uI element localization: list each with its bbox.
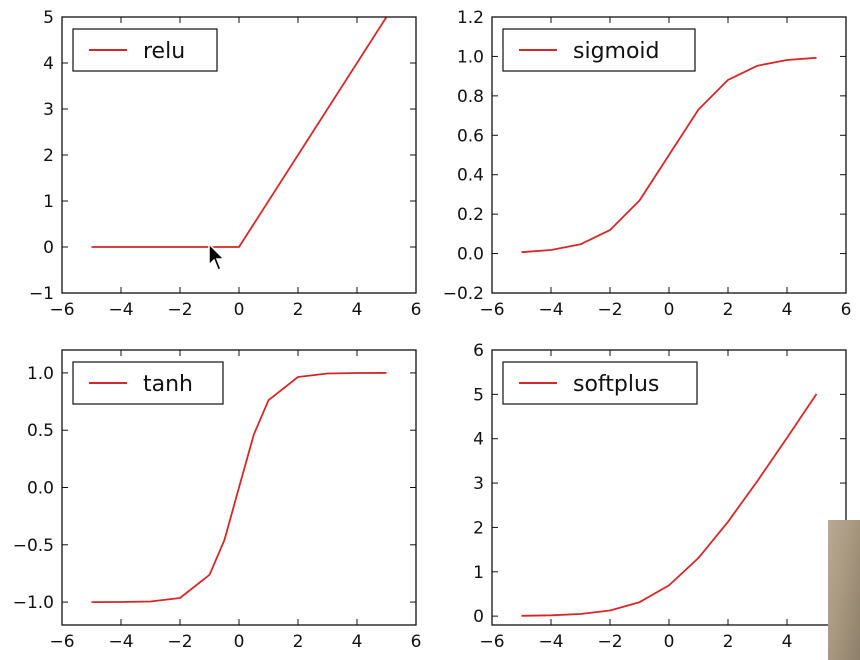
y-tick-label: 3 [473,474,484,494]
series-line-softplus [521,393,818,617]
y-tick-label: 1.2 [457,8,484,28]
legend-label: tanh [143,372,193,397]
y-tick-label: 4 [473,430,484,450]
y-tick-label: 0.2 [457,205,484,225]
x-tick-label: 4 [782,632,793,652]
x-tick-label: 6 [841,300,852,320]
series-line-relu [91,16,388,248]
y-tick-label: 5 [473,385,484,405]
legend-label: relu [143,39,185,64]
y-tick-label: −0.5 [13,536,54,556]
x-tick-label: 0 [664,300,675,320]
subplot-tanh: −6 −4 −2 0 2 4 6 −1.0 −0.5 0.0 0.5 1.0 tanh [13,349,422,652]
x-tick-label: −4 [538,632,563,652]
series-line-tanh [91,371,387,603]
x-tick-label: −2 [597,632,622,652]
x-tick-label: 6 [411,632,422,652]
x-tick-label: −4 [538,300,563,320]
y-tick-label: 0 [473,607,484,627]
x-tick-label: 0 [234,632,245,652]
plot-frame [61,349,417,626]
y-tick-label: 0.0 [27,479,54,499]
subplot-sigmoid: −6 −4 −2 0 2 4 6 −0.2 0.0 0.2 0.4 0.6 0.8 1.0 1.2 sigmo… [443,8,852,320]
legend-label: sigmoid [573,39,660,64]
y-tick-label: 1 [43,192,54,212]
y-tick-label: 0.0 [457,245,484,265]
y-tick-label: 1.0 [457,47,484,67]
x-tick-label: 0 [664,632,675,652]
x-tick-label: 4 [352,632,363,652]
y-tick-label: 1 [473,563,484,583]
y-tick-label: −1 [29,284,54,304]
x-tick-label: −6 [479,632,504,652]
x-tick-label: 2 [723,632,734,652]
legend: relu [72,28,218,72]
x-tick-label: 0 [234,300,245,320]
plot-frame [491,16,847,294]
mouse-pointer-icon [208,243,226,271]
subplot-relu: −6 −4 −2 0 2 4 6 −1 0 1 2 3 4 5 relu [29,8,421,320]
y-tick-label: 0 [43,238,54,258]
x-tick-label: −2 [167,632,192,652]
x-tick-label: −2 [597,300,622,320]
x-tick-label: −6 [49,300,74,320]
y-tick-label: 2 [43,146,54,166]
webcam-overlay [828,520,860,660]
x-tick-label: 6 [411,300,422,320]
x-tick-label: −6 [49,632,74,652]
y-tick-label: 5 [43,8,54,28]
y-tick-label: 6 [473,341,484,361]
series-line-sigmoid [521,56,817,254]
x-tick-label: 4 [782,300,793,320]
y-tick-label: 3 [43,100,54,120]
x-tick-label: −4 [108,300,133,320]
x-tick-label: −2 [167,300,192,320]
legend: sigmoid [502,28,696,72]
subplot-softplus: −6−4−202460123456softplus [473,341,851,652]
plot-frame [61,16,417,294]
y-tick-label: 0.6 [457,126,484,146]
y-tick-label: 2 [473,518,484,538]
legend-label: softplus [573,372,659,397]
y-tick-label: −0.2 [443,284,484,304]
x-tick-label: 2 [293,632,304,652]
y-tick-label: 0.5 [27,421,54,441]
x-tick-label: −6 [479,300,504,320]
y-tick-label: −1.0 [13,593,54,613]
x-tick-label: 2 [293,300,304,320]
plot-frame [491,349,847,626]
x-tick-label: 4 [352,300,363,320]
y-tick-label: 1.0 [27,364,54,384]
legend: tanh [72,361,224,405]
legend: softplus [502,361,698,405]
y-tick-label: 0.4 [457,166,484,186]
x-tick-label: −4 [108,632,133,652]
x-tick-label: 2 [723,300,734,320]
y-tick-label: 0.8 [457,87,484,107]
y-tick-label: 4 [43,54,54,74]
